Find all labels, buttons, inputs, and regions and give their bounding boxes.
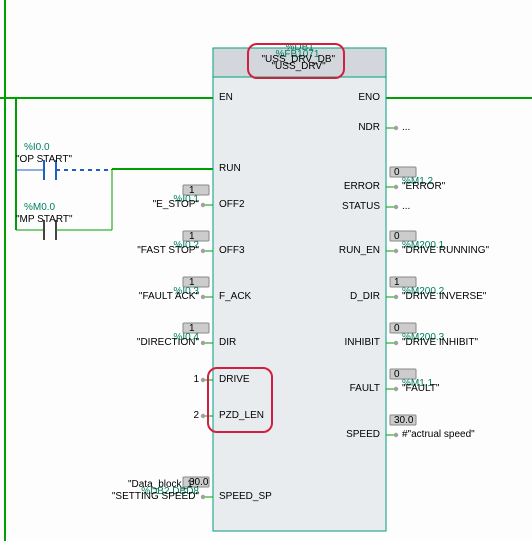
pin-F_ACK: F_ACK	[219, 291, 251, 302]
pin-DIR: DIR	[219, 337, 236, 348]
pin-OFF3: OFF3	[219, 245, 245, 256]
pin-OFF2: OFF2	[219, 199, 245, 210]
pin-ENO: ENO	[358, 92, 380, 103]
pin-SPEED_SP: SPEED_SP	[219, 491, 272, 502]
pin-FAULT: FAULT	[350, 383, 380, 394]
pin-RUN: RUN	[219, 163, 241, 174]
pin-STATUS: STATUS	[342, 201, 380, 212]
pin-PZD_LEN: PZD_LEN	[219, 410, 264, 421]
pin-SPEED: SPEED	[346, 429, 380, 440]
pin-DRIVE: DRIVE	[219, 374, 250, 385]
pin-ERROR: ERROR	[344, 181, 380, 192]
pin-NDR: NDR	[358, 122, 380, 133]
pin-RUN_EN: RUN_EN	[339, 245, 380, 256]
pin-EN: EN	[219, 92, 233, 103]
pin-D_DIR: D_DIR	[350, 291, 380, 302]
pin-INHIBIT: INHIBIT	[344, 337, 380, 348]
